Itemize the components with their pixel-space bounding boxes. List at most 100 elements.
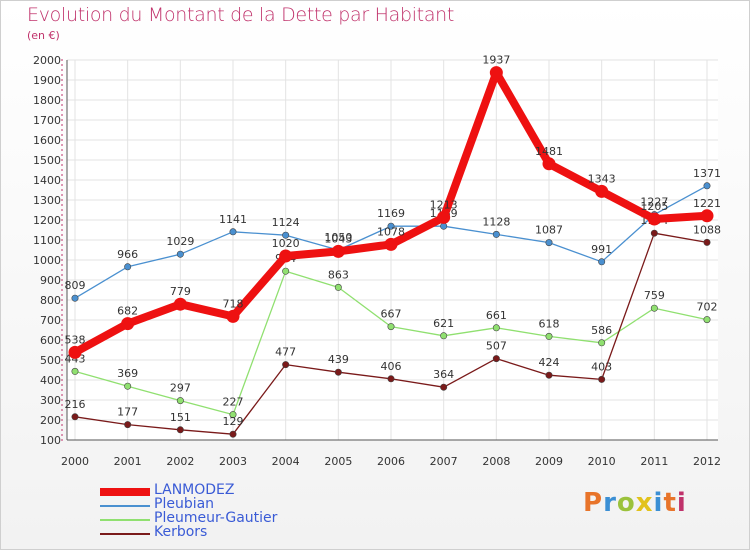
y-tick-label: 1400 bbox=[33, 174, 61, 187]
legend-item: Pleubian bbox=[100, 496, 340, 512]
data-label: 966 bbox=[117, 248, 138, 261]
data-point bbox=[703, 182, 711, 190]
legend-label: Pleubian bbox=[154, 496, 215, 512]
data-label: 661 bbox=[486, 309, 507, 322]
data-point bbox=[226, 309, 240, 323]
data-point bbox=[173, 297, 187, 311]
data-point bbox=[387, 323, 395, 331]
data-point bbox=[71, 413, 79, 421]
y-tick-label: 800 bbox=[40, 294, 61, 307]
legend-label: Pleumeur-Gautier bbox=[154, 510, 278, 526]
logo-letter: r bbox=[603, 488, 617, 518]
data-point bbox=[440, 383, 448, 391]
data-label: 1205 bbox=[640, 200, 668, 213]
data-label: 1227 bbox=[640, 196, 668, 209]
data-label: 406 bbox=[381, 360, 402, 373]
y-tick-label: 600 bbox=[40, 334, 61, 347]
data-label: 177 bbox=[117, 406, 138, 419]
y-tick-label: 1600 bbox=[33, 134, 61, 147]
data-label: 364 bbox=[433, 368, 454, 381]
data-label: 779 bbox=[170, 285, 191, 298]
data-point bbox=[492, 355, 500, 363]
data-label: 424 bbox=[539, 356, 560, 369]
data-point bbox=[647, 212, 661, 226]
x-tick-label: 2012 bbox=[693, 455, 721, 468]
data-point bbox=[703, 238, 711, 246]
data-point bbox=[489, 66, 503, 80]
data-point bbox=[598, 339, 606, 347]
data-point bbox=[71, 367, 79, 375]
data-label: 809 bbox=[65, 279, 86, 292]
data-point bbox=[334, 283, 342, 291]
data-label: 586 bbox=[591, 324, 612, 337]
y-tick-label: 1200 bbox=[33, 214, 61, 227]
data-label: 1029 bbox=[166, 235, 194, 248]
data-point bbox=[492, 324, 500, 332]
logo-letter: i bbox=[653, 488, 664, 518]
y-tick-label: 500 bbox=[40, 354, 61, 367]
data-point bbox=[387, 222, 395, 230]
legend-swatch bbox=[100, 519, 150, 521]
legend-item: LANMODEZ bbox=[100, 482, 340, 498]
legend-swatch bbox=[100, 505, 150, 507]
y-tick-label: 1100 bbox=[33, 234, 61, 247]
data-label: 621 bbox=[433, 317, 454, 330]
data-point bbox=[542, 157, 556, 171]
data-point bbox=[229, 228, 237, 236]
data-point bbox=[176, 250, 184, 258]
x-tick-label: 2004 bbox=[272, 455, 300, 468]
data-label: 759 bbox=[644, 289, 665, 302]
data-point bbox=[437, 210, 451, 224]
x-tick-label: 2000 bbox=[61, 455, 89, 468]
data-label: 1141 bbox=[219, 213, 247, 226]
x-tick-label: 2010 bbox=[588, 455, 616, 468]
y-tick-label: 400 bbox=[40, 374, 61, 387]
data-point bbox=[334, 368, 342, 376]
x-tick-label: 2011 bbox=[640, 455, 668, 468]
data-point bbox=[598, 375, 606, 383]
data-label: 1343 bbox=[588, 172, 616, 185]
x-tick-label: 2009 bbox=[535, 455, 563, 468]
x-tick-label: 2008 bbox=[482, 455, 510, 468]
data-label: 1937 bbox=[482, 54, 510, 67]
data-label: 1043 bbox=[324, 232, 352, 245]
data-point bbox=[440, 222, 448, 230]
data-point bbox=[124, 263, 132, 271]
data-label: 1169 bbox=[377, 207, 405, 220]
legend-label: LANMODEZ bbox=[154, 482, 235, 498]
data-point bbox=[71, 294, 79, 302]
logo-letter: i bbox=[676, 488, 687, 518]
data-point bbox=[384, 237, 398, 251]
data-point bbox=[595, 184, 609, 198]
data-point bbox=[703, 316, 711, 324]
data-point bbox=[700, 209, 714, 223]
data-label: 1213 bbox=[430, 198, 458, 211]
logo-letter: P bbox=[583, 488, 604, 518]
y-tick-label: 100 bbox=[40, 434, 61, 447]
data-label: 538 bbox=[65, 333, 86, 346]
data-point bbox=[387, 375, 395, 383]
y-tick-label: 1700 bbox=[33, 114, 61, 127]
data-label: 227 bbox=[223, 396, 244, 409]
data-point bbox=[229, 430, 237, 438]
data-point bbox=[68, 345, 82, 359]
data-label: 618 bbox=[539, 317, 560, 330]
data-point bbox=[598, 258, 606, 266]
data-point bbox=[545, 332, 553, 340]
x-tick-label: 2007 bbox=[430, 455, 458, 468]
y-tick-label: 1300 bbox=[33, 194, 61, 207]
data-label: 1128 bbox=[482, 215, 510, 228]
data-label: 702 bbox=[697, 301, 718, 314]
data-label: 216 bbox=[65, 398, 86, 411]
logo-letter: t bbox=[663, 488, 677, 518]
data-label: 682 bbox=[117, 305, 138, 318]
data-point bbox=[282, 361, 290, 369]
data-label: 1050 bbox=[324, 231, 352, 244]
data-point bbox=[650, 229, 658, 237]
legend-item: Kerbors bbox=[100, 524, 340, 540]
data-point bbox=[650, 304, 658, 312]
y-tick-label: 200 bbox=[40, 414, 61, 427]
x-tick-label: 2005 bbox=[324, 455, 352, 468]
data-label: 403 bbox=[591, 360, 612, 373]
y-tick-label: 300 bbox=[40, 394, 61, 407]
